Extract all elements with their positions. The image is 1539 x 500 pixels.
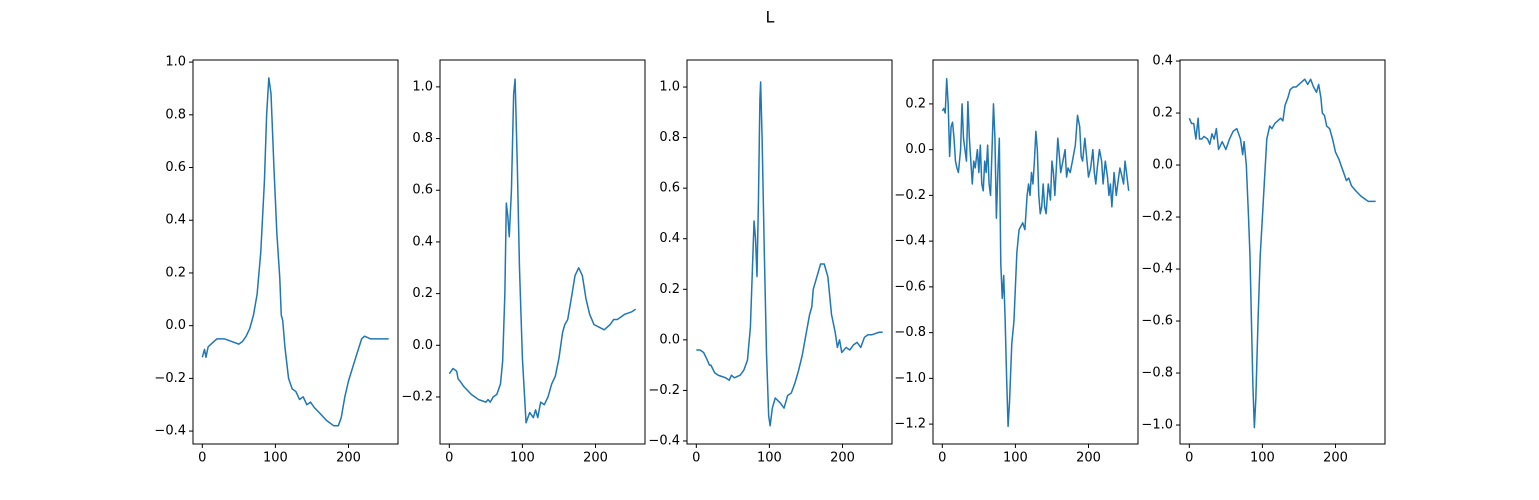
y-tick-label: 0.2 <box>165 265 186 280</box>
y-tick-label: 1.0 <box>165 55 186 70</box>
y-tick-label: 0.0 <box>659 332 680 347</box>
line <box>201 77 389 427</box>
x-tick-label: 100 <box>510 451 535 466</box>
x-tick-label: 200 <box>830 451 855 466</box>
x-tick-label: 0 <box>1185 451 1193 466</box>
y-tick-label: −1.2 <box>894 417 926 432</box>
axes-frame <box>1179 59 1386 445</box>
y-tick-label: 0.2 <box>412 286 433 301</box>
y-tick-label: −0.6 <box>1141 314 1173 329</box>
figure-title: L <box>766 8 775 27</box>
y-tick-label: 0.2 <box>905 96 926 111</box>
axes-frame <box>932 59 1139 445</box>
x-tick-label: 200 <box>583 451 608 466</box>
y-tick-label: 0.2 <box>1152 106 1173 121</box>
y-tick-label: 0.2 <box>659 282 680 297</box>
y-tick-label: 0.4 <box>659 231 680 246</box>
y-tick-label: 0.0 <box>1152 158 1173 173</box>
x-tick-label: 0 <box>938 451 946 466</box>
y-tick-label: −0.8 <box>1141 366 1173 381</box>
x-tick-label: 0 <box>198 451 206 466</box>
line <box>941 78 1130 428</box>
y-tick-label: 0.0 <box>412 338 433 353</box>
y-tick-label: 0.6 <box>659 181 680 196</box>
y-tick-label: 0.4 <box>165 213 186 228</box>
line <box>448 78 637 424</box>
y-tick-label: 1.0 <box>659 80 680 95</box>
y-tick-label: −0.2 <box>894 188 926 203</box>
axes-frame <box>686 59 893 445</box>
y-tick-label: 0.6 <box>165 160 186 175</box>
x-tick-label: 0 <box>445 451 453 466</box>
y-tick-label: −0.2 <box>1141 210 1173 225</box>
x-tick-label: 200 <box>336 451 361 466</box>
y-tick-label: −0.2 <box>154 371 186 386</box>
x-tick-label: 100 <box>263 451 288 466</box>
y-tick-label: −0.8 <box>894 325 926 340</box>
y-tick-label: −0.4 <box>1141 262 1173 277</box>
y-tick-label: 0.0 <box>165 318 186 333</box>
x-tick-label: 100 <box>1250 451 1275 466</box>
x-tick-label: 200 <box>1323 451 1348 466</box>
line <box>696 81 883 427</box>
axes-frame <box>192 59 399 445</box>
x-tick-label: 0 <box>692 451 700 466</box>
y-tick-label: 0.8 <box>165 107 186 122</box>
y-tick-label: −0.4 <box>154 424 186 439</box>
y-tick-label: 1.0 <box>412 79 433 94</box>
line <box>1188 78 1376 429</box>
y-tick-label: −0.6 <box>894 279 926 294</box>
y-tick-label: −0.2 <box>648 383 680 398</box>
y-tick-label: −1.0 <box>894 371 926 386</box>
y-tick-label: 0.0 <box>905 142 926 157</box>
y-tick-label: 0.8 <box>412 131 433 146</box>
y-tick-label: −0.4 <box>648 433 680 448</box>
y-tick-label: −0.4 <box>894 234 926 249</box>
y-tick-label: −1.0 <box>1141 418 1173 433</box>
y-tick-label: 0.4 <box>412 234 433 249</box>
y-tick-label: −0.2 <box>401 389 433 404</box>
y-tick-label: 0.8 <box>659 130 680 145</box>
x-tick-label: 100 <box>757 451 782 466</box>
y-tick-label: 0.6 <box>412 183 433 198</box>
axes-frame <box>439 59 646 445</box>
x-tick-label: 100 <box>1003 451 1028 466</box>
x-tick-label: 200 <box>1076 451 1101 466</box>
y-tick-label: 0.4 <box>1152 54 1173 69</box>
